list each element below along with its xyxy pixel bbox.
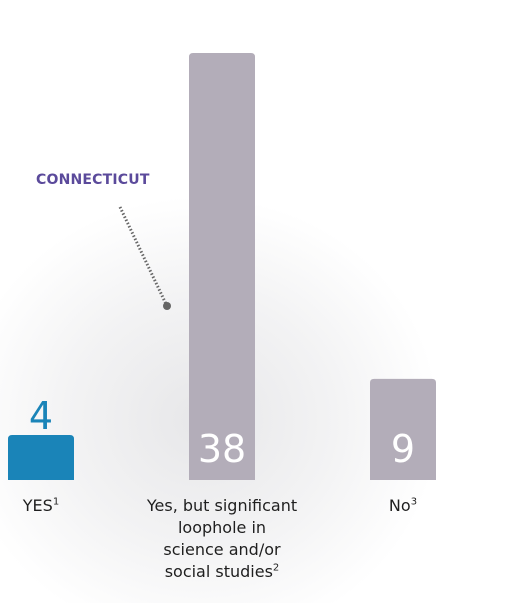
bar-0 xyxy=(8,435,74,480)
callout-dot xyxy=(163,302,171,310)
footnote-marker: 1 xyxy=(52,496,60,508)
category-label-2: No3 xyxy=(388,496,418,515)
bar-1 xyxy=(189,52,255,480)
value-label-0: 4 xyxy=(29,394,53,438)
callout-leader-line xyxy=(118,206,168,305)
footnote-marker: 2 xyxy=(272,562,280,574)
value-label-1: 38 xyxy=(198,427,246,471)
callout-label: CONNECTICUT xyxy=(36,172,150,188)
category-label-0: YES1 xyxy=(22,496,60,515)
bar-2 xyxy=(370,378,436,480)
category-label-1: Yes, but significant loophole in science a… xyxy=(146,496,298,581)
footnote-marker: 3 xyxy=(410,496,418,508)
value-label-2: 9 xyxy=(391,427,415,471)
